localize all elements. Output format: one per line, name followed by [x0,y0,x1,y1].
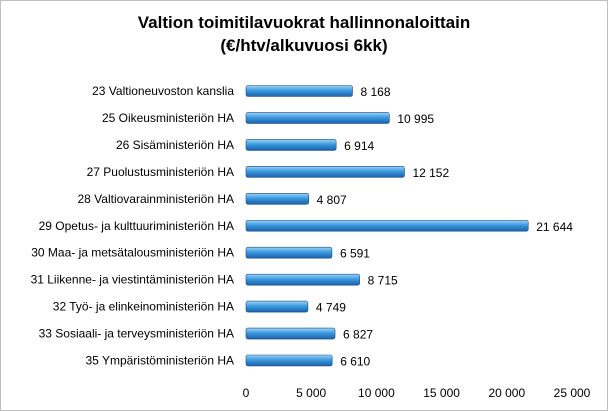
category-label: 26 Sisäministeriön HA [116,138,234,152]
value-label: 10 995 [397,112,434,126]
bar [245,112,390,124]
bar [245,166,405,178]
chart-title-line2: (€/htv/alkuvuosi 6kk) [220,36,388,55]
category-label: 28 Valtiovarainministeriön HA [77,192,234,206]
value-label: 4 807 [317,193,347,207]
category-label: 23 Valtioneuvoston kanslia [92,84,234,98]
bars-group [245,85,529,367]
x-tick-label: 10 000 [358,386,395,400]
category-label: 31 Liikenne- ja viestintäministeriön HA [31,273,234,287]
bar [245,193,309,205]
category-label: 25 Oikeusministeriön HA [102,111,234,125]
category-label: 29 Opetus- ja kulttuuriministeriön HA [39,219,234,233]
value-label: 8 168 [361,85,391,99]
value-label: 6 827 [343,328,373,342]
value-label: 8 715 [368,274,398,288]
x-tick-label: 25 000 [554,386,591,400]
value-label: 4 749 [316,301,346,315]
bar [245,139,337,151]
bar [245,354,333,367]
x-tick-label: 0 [243,386,250,400]
value-label: 6 591 [340,247,370,261]
x-tick-label: 20 000 [488,386,525,400]
bar [245,85,353,97]
category-labels-group: 23 Valtioneuvoston kanslia 25 Oikeusminis… [31,84,235,368]
x-tick-label: 5 000 [296,386,326,400]
category-label: 30 Maa- ja metsätalousministeriön HA [31,246,234,260]
bar [245,327,336,340]
bar [245,219,529,232]
bar [245,246,333,259]
value-label: 21 644 [536,220,573,234]
x-tick-labels-group: 0 5 000 10 000 15 000 20 000 25 000 [243,386,591,400]
bar [245,300,309,313]
category-label: 33 Sosiaali- ja terveysministeriön HA [39,327,234,341]
category-label: 35 Ympäristöministeriön HA [85,354,234,368]
value-label: 12 152 [412,166,449,180]
value-label: 6 610 [340,355,370,369]
category-label: 32 Työ- ja elinkeinoministeriön HA [53,300,234,314]
category-label: 27 Puolustusministeriön HA [87,165,234,179]
bar [245,273,360,286]
chart-title-line1: Valtion toimitilavuokrat hallinnonaloitt… [137,13,471,32]
x-tick-label: 15 000 [423,386,460,400]
value-label: 6 914 [344,139,374,153]
value-labels-group: 8 168 10 995 6 914 12 152 4 807 21 644 6 591 8 … [316,85,573,369]
chart-title: Valtion toimitilavuokrat hallinnonaloitt… [1,11,607,57]
